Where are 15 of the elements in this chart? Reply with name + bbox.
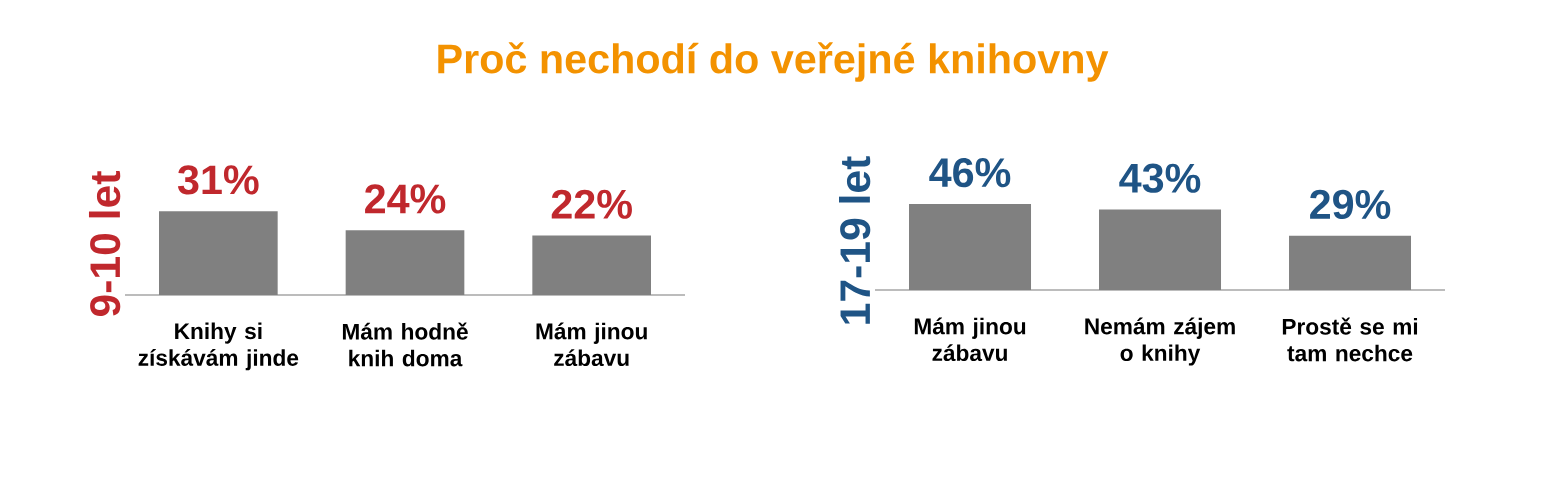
data-label: 29% [1310,189,1391,220]
y-axis-title: 9-10 let [88,171,121,317]
data-label: 31% [177,165,259,195]
x-tick-label: Mám jinou zábavu [914,317,1026,362]
x-tick-label: Mám hodně knih doma [342,322,468,367]
data-label: 43% [1119,163,1201,193]
y-axis-title: 17-19 let [838,156,871,324]
x-tick-label: Nemám zájem o knihy [1085,317,1235,366]
data-label: 46% [929,158,1011,188]
x-tick-label: Knihy si získávám jinde [138,322,299,371]
data-label: 22% [551,189,632,219]
data-label: 24% [365,184,446,214]
text: Proč nechodí do veřejné knihovny [438,42,1109,82]
x-tick-label: Prostě se mi tam nechce [1282,317,1418,362]
x-tick-label: Mám jinou zábavu [536,322,647,367]
